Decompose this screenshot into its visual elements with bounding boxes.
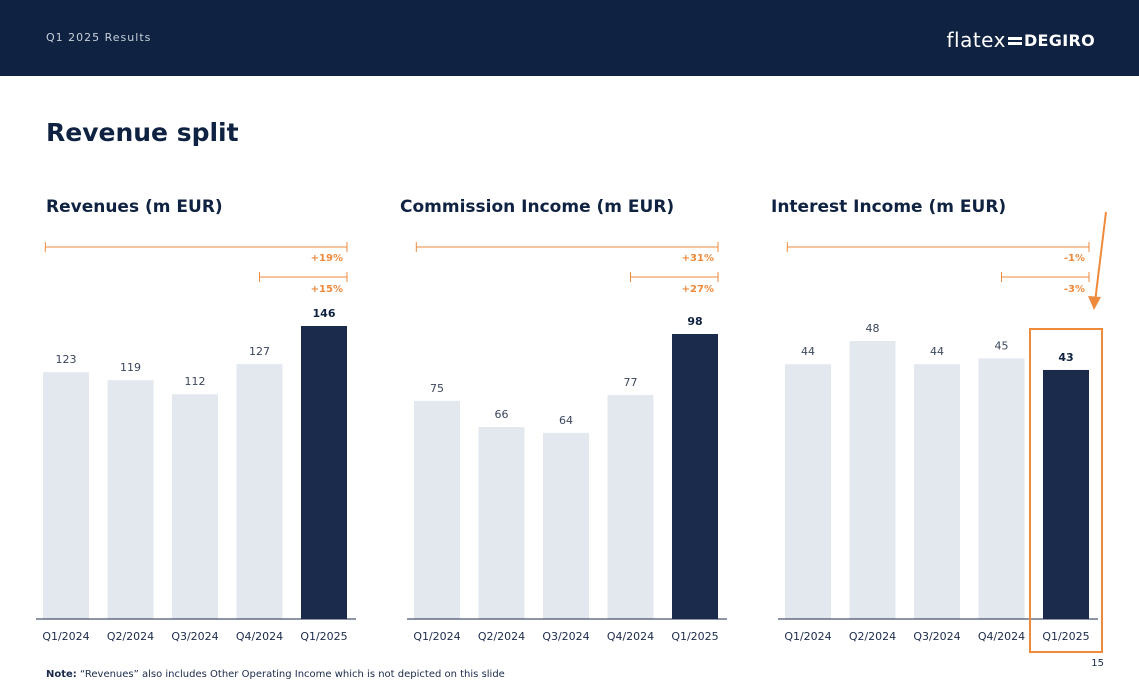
value-label: 75 [430, 382, 444, 395]
bar-Q3-2024 [914, 364, 960, 619]
growth-label: +31% [682, 253, 714, 264]
value-label: 44 [801, 345, 815, 358]
bar-Q1-2025 [1043, 369, 1089, 619]
page-title: Revenue split [46, 118, 239, 147]
category-label: Q1/2024 [413, 630, 460, 643]
category-label: Q1/2025 [671, 630, 718, 643]
growth-label: -1% [1064, 253, 1085, 264]
value-label: 64 [559, 414, 573, 427]
category-label: Q1/2024 [784, 630, 831, 643]
bar-Q1-2024 [414, 400, 460, 619]
value-label: 119 [120, 361, 141, 374]
chart-title-interest: Interest Income (m EUR) [771, 197, 1007, 217]
header-subtitle: Q1 2025 Results [46, 31, 152, 44]
header-bar: Q1 2025 Results flatex DEGIRO [0, 0, 1139, 76]
value-label: 112 [185, 375, 206, 388]
category-label: Q3/2024 [913, 630, 960, 643]
bar-Q2-2024 [849, 341, 896, 619]
page-number: 15 [1091, 658, 1104, 669]
category-label: Q1/2025 [1042, 630, 1089, 643]
bar-Q4-2024 [607, 395, 654, 619]
bar-Q1-2025 [672, 334, 718, 619]
bar-Q3-2024 [172, 394, 218, 619]
growth-label: +15% [311, 284, 343, 295]
bar-Q3-2024 [543, 432, 589, 619]
bar-Q1-2024 [785, 364, 831, 619]
category-label: Q2/2024 [849, 630, 896, 643]
growth-label: +27% [682, 284, 714, 295]
logo-text-left: flatex [946, 28, 1006, 52]
value-label: 44 [930, 345, 944, 358]
value-label: 146 [313, 307, 336, 320]
category-label: Q4/2024 [978, 630, 1025, 643]
company-logo: flatex DEGIRO [946, 28, 1095, 52]
value-label: 77 [624, 376, 638, 389]
bar-Q4-2024 [236, 364, 283, 619]
category-label: Q3/2024 [542, 630, 589, 643]
category-label: Q4/2024 [236, 630, 283, 643]
value-label: 45 [995, 339, 1009, 352]
value-label: 123 [56, 353, 77, 366]
chart-title-revenues: Revenues (m EUR) [46, 197, 223, 217]
category-label: Q2/2024 [107, 630, 154, 643]
value-label: 48 [866, 322, 880, 335]
category-label: Q1/2025 [300, 630, 347, 643]
growth-label: +19% [311, 253, 343, 264]
category-label: Q4/2024 [607, 630, 654, 643]
chart-title-commission: Commission Income (m EUR) [400, 197, 675, 217]
value-label: 98 [687, 315, 702, 328]
bar-Q4-2024 [978, 358, 1025, 619]
category-label: Q3/2024 [171, 630, 218, 643]
value-label: 66 [495, 408, 509, 421]
bar-Q1-2024 [43, 372, 89, 619]
logo-equals-icon [1007, 36, 1022, 46]
footnote-label: Note: [46, 669, 77, 680]
category-label: Q2/2024 [478, 630, 525, 643]
value-label: 127 [249, 345, 270, 358]
growth-label: -3% [1064, 284, 1085, 295]
bar-Q2-2024 [107, 380, 154, 619]
bar-Q1-2025 [301, 326, 347, 619]
category-label: Q1/2024 [42, 630, 89, 643]
footnote-text: “Revenues” also includes Other Operating… [80, 669, 505, 680]
bar-Q2-2024 [478, 427, 525, 619]
value-label: 43 [1058, 351, 1073, 364]
footnote: Note: “Revenues” also includes Other Ope… [46, 669, 505, 680]
logo-text-right: DEGIRO [1023, 30, 1095, 50]
